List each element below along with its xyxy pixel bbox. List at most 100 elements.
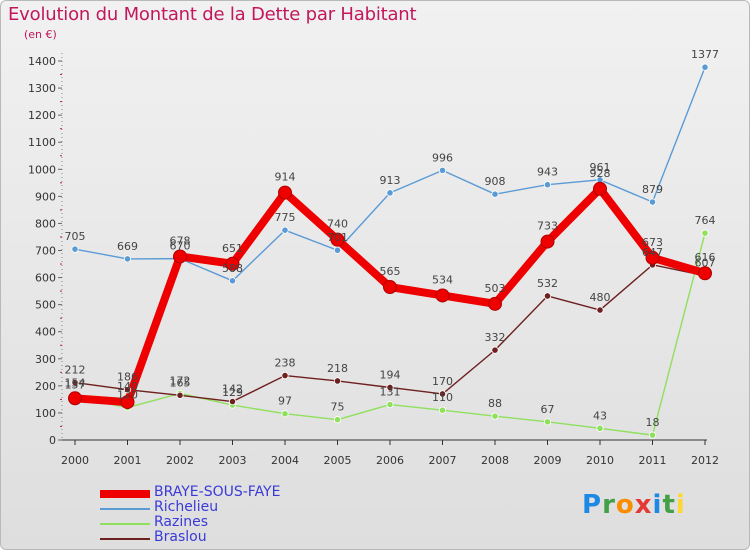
y-tick-label: 1000 [28, 163, 56, 176]
y-tick-label: 100 [35, 407, 56, 420]
data-label-braye-sous-faye: 740 [327, 218, 348, 231]
data-point-braye-sous-faye [488, 296, 502, 311]
data-label-braye-sous-faye: 914 [275, 171, 296, 184]
data-point-richelieu [71, 245, 79, 253]
data-point-richelieu [438, 166, 447, 174]
data-point-braye-sous-faye [120, 395, 135, 410]
data-label-braye-sous-faye: 565 [380, 265, 401, 278]
legend-swatch [100, 522, 150, 525]
data-point-braye-sous-faye [278, 185, 292, 200]
data-label-richelieu: 775 [275, 211, 296, 224]
data-label-richelieu: 670 [170, 240, 191, 253]
y-tick-label: 500 [35, 299, 56, 312]
x-tick-label: 2005 [324, 454, 352, 467]
legend-label: Braslou [154, 529, 207, 545]
data-point-richelieu [123, 255, 132, 263]
chart-data-labels: 705 669 670 588 775 701 913 996 908 943 961 879 1377… [65, 48, 720, 429]
data-label-braye-sous-faye: 678 [170, 234, 191, 247]
data-point-braslou [281, 371, 289, 380]
data-label-razines: 131 [380, 386, 401, 399]
y-tick-label: 1200 [28, 109, 56, 122]
y-tick-label: 900 [35, 190, 56, 203]
y-tick-label: 1400 [28, 55, 56, 68]
data-label-braslou: 170 [432, 375, 453, 388]
x-tick-label: 2011 [639, 454, 667, 467]
data-point-razines [543, 418, 552, 426]
y-tick-label: 600 [35, 272, 56, 285]
chart-title: Evolution du Montant de la Dette par Hab… [8, 4, 417, 25]
data-point-braye-sous-faye [435, 288, 450, 303]
data-label-razines: 88 [488, 397, 502, 410]
x-tick-label: 2007 [429, 454, 457, 467]
data-label-braye-sous-faye: 140 [117, 380, 138, 393]
data-point-razines [386, 400, 394, 409]
data-label-braslou: 607 [695, 257, 716, 270]
data-label-braslou: 480 [590, 291, 611, 304]
data-point-braye-sous-faye [225, 256, 240, 271]
data-label-braye-sous-faye: 673 [642, 236, 663, 249]
data-point-braslou [176, 391, 184, 399]
data-point-razines [438, 406, 447, 414]
legend-swatch [100, 489, 150, 498]
data-label-braslou: 532 [537, 277, 558, 290]
data-point-braslou [228, 397, 237, 406]
chart-axes: 0 100 200 300 400 500 600 700 800 900 1000 1100 1200… [28, 53, 719, 467]
data-label-braye-sous-faye: 154 [65, 376, 86, 389]
x-tick-label: 2001 [114, 454, 142, 467]
data-label-razines: 129 [222, 386, 243, 399]
data-label-braslou: 165 [170, 376, 191, 389]
y-tick-label: 800 [35, 217, 56, 230]
y-tick-label: 1100 [28, 136, 56, 149]
x-tick-label: 2008 [481, 454, 509, 467]
legend-swatch [100, 507, 150, 510]
data-label-braye-sous-faye: 503 [485, 282, 506, 295]
data-label-razines: 764 [695, 214, 716, 227]
data-point-richelieu [648, 198, 657, 206]
data-label-richelieu: 669 [117, 240, 138, 253]
data-label-richelieu: 996 [432, 151, 453, 164]
x-tick-label: 2006 [376, 454, 404, 467]
data-point-braslou [333, 377, 342, 385]
x-tick-label: 2010 [586, 454, 614, 467]
data-label-braye-sous-faye: 651 [222, 242, 243, 255]
data-point-braye-sous-faye [383, 280, 397, 295]
y-tick-label: 700 [35, 245, 56, 258]
data-point-braye-sous-faye [593, 181, 607, 196]
data-label-braslou: 186 [117, 371, 138, 384]
x-tick-label: 2000 [61, 454, 89, 467]
chart-markers [68, 63, 712, 439]
data-point-braslou [438, 390, 447, 398]
data-label-razines: 110 [432, 391, 453, 404]
data-point-braslou [596, 306, 604, 314]
data-label-braslou: 212 [65, 364, 86, 377]
data-label-richelieu: 908 [485, 175, 506, 188]
y-tick-label: 300 [35, 353, 56, 366]
data-label-razines: 43 [593, 409, 607, 422]
chart-unit: (en €) [24, 28, 57, 41]
data-point-richelieu [333, 246, 342, 254]
y-tick-label: 0 [49, 434, 56, 447]
data-point-richelieu [228, 277, 237, 285]
data-point-razines [333, 416, 342, 424]
legend-swatch [100, 537, 150, 540]
x-tick-label: 2003 [219, 454, 247, 467]
data-point-razines [491, 412, 499, 420]
data-point-razines [648, 431, 657, 439]
data-point-braslou [71, 379, 79, 387]
data-point-richelieu [543, 181, 552, 189]
data-label-richelieu: 879 [642, 183, 663, 196]
y-tick-label: 200 [35, 380, 56, 393]
data-point-richelieu [491, 190, 499, 198]
x-tick-label: 2009 [534, 454, 562, 467]
legend-label: BRAYE-SOUS-FAYE [154, 484, 281, 500]
legend-label: Richelieu [154, 499, 219, 515]
data-label-braslou: 142 [222, 383, 243, 396]
data-label-braslou: 194 [380, 368, 401, 381]
data-point-richelieu [386, 189, 394, 197]
data-point-braslou [543, 292, 552, 300]
data-label-braslou: 238 [275, 357, 296, 370]
data-point-braye-sous-faye [645, 250, 660, 265]
data-point-richelieu [281, 226, 289, 234]
data-label-braslou: 647 [642, 246, 663, 259]
data-label-richelieu: 943 [537, 166, 558, 179]
